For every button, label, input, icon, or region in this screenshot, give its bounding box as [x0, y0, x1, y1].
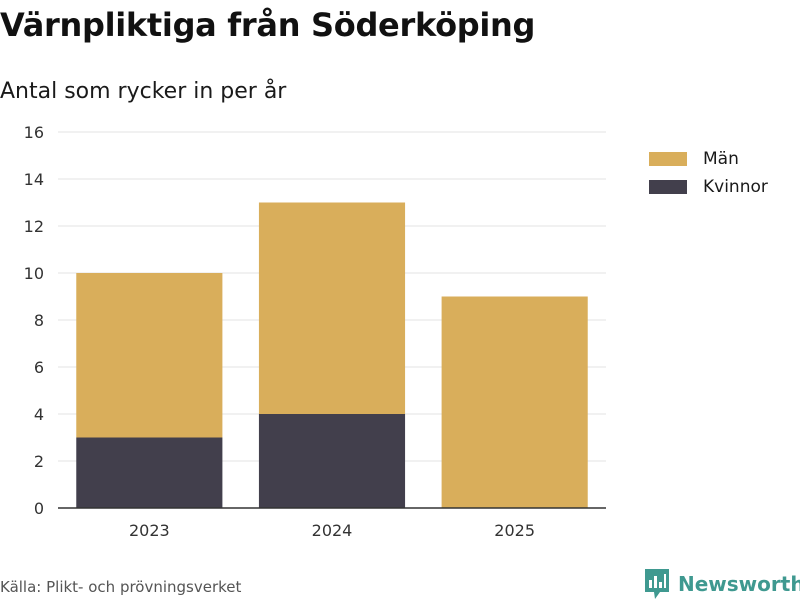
y-tick-label: 4 [34, 405, 44, 424]
chart-subtitle: Antal som rycker in per år [0, 79, 287, 104]
bar-segment [76, 437, 223, 508]
chart-title: Värnpliktiga från Söderköping [0, 6, 536, 44]
bar-segment [441, 296, 588, 508]
y-tick-label: 12 [24, 217, 44, 236]
y-tick-label: 16 [24, 123, 44, 142]
legend-item-man: Män [649, 148, 768, 170]
x-tick-label: 2023 [129, 521, 170, 540]
legend-label-kvinnor: Kvinnor [703, 177, 768, 197]
legend: Män Kvinnor [649, 148, 768, 204]
brand-name: Newsworthy [678, 572, 800, 596]
y-tick-label: 10 [24, 264, 44, 283]
y-tick-label: 0 [34, 499, 44, 518]
bar-segment [258, 414, 406, 508]
y-tick-label: 8 [34, 311, 44, 330]
newsworthy-logo-icon [645, 569, 669, 599]
bar-segment [76, 273, 223, 438]
y-tick-label: 6 [34, 358, 44, 377]
legend-swatch-man [649, 152, 687, 166]
x-tick-label: 2025 [494, 521, 535, 540]
legend-swatch-kvinnor [649, 180, 687, 194]
x-tick-label: 2024 [312, 521, 353, 540]
brand: Newsworthy [645, 569, 800, 599]
y-tick-label: 14 [24, 170, 44, 189]
legend-item-kvinnor: Kvinnor [649, 176, 768, 198]
y-tick-label: 2 [34, 452, 44, 471]
source-note: Källa: Plikt- och prövningsverket [0, 578, 242, 596]
legend-label-man: Män [703, 149, 739, 169]
bar-segment [258, 202, 406, 414]
